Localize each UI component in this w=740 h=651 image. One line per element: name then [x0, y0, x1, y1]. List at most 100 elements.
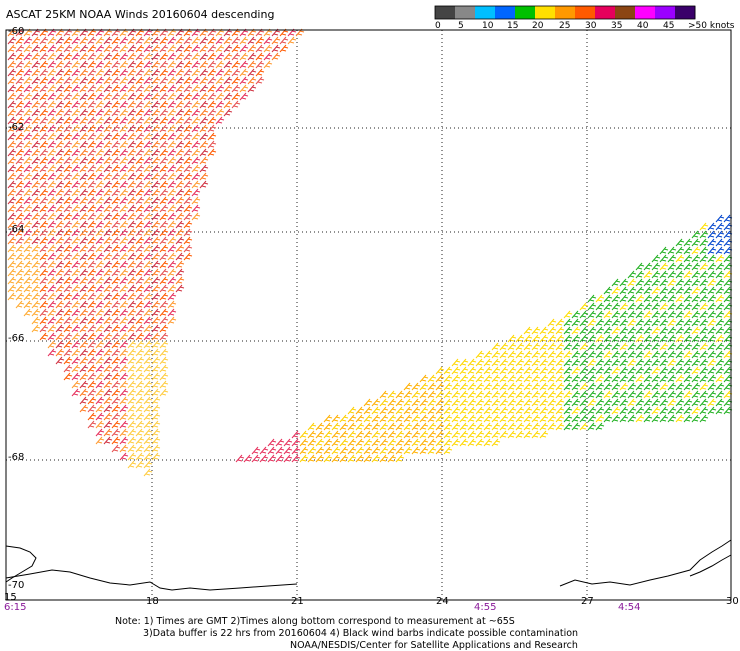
- wind-barb: [95, 260, 105, 269]
- wind-barb: [307, 454, 317, 463]
- wind-barb: [111, 60, 121, 69]
- wind-barb: [491, 422, 501, 431]
- wind-barb: [595, 334, 605, 343]
- wind-barb: [127, 260, 137, 269]
- wind-barb: [175, 140, 185, 149]
- wind-barb: [379, 446, 389, 455]
- wind-barb: [667, 414, 677, 423]
- wind-barb: [111, 140, 121, 149]
- wind-barb: [603, 390, 613, 399]
- wind-barb: [55, 348, 65, 357]
- wind-barb: [347, 438, 357, 447]
- wind-barb: [135, 244, 145, 253]
- wind-barb: [199, 36, 209, 45]
- wind-barb: [111, 244, 121, 253]
- wind-barb: [31, 188, 41, 197]
- wind-barb: [79, 148, 89, 157]
- wind-barb: [63, 212, 73, 221]
- wind-barb: [71, 228, 81, 237]
- wind-barb: [403, 414, 413, 423]
- wind-barb: [483, 406, 493, 415]
- wind-barb: [39, 84, 49, 93]
- wind-barb: [707, 398, 717, 407]
- wind-barb: [159, 124, 169, 133]
- wind-barb: [87, 300, 97, 309]
- wind-barb: [587, 398, 597, 407]
- wind-barb: [143, 396, 153, 405]
- wind-barb: [7, 36, 17, 45]
- wind-barb: [55, 316, 65, 325]
- wind-barb: [247, 36, 257, 45]
- wind-barb: [619, 342, 629, 351]
- wind-barb: [167, 260, 177, 269]
- wind-barb: [475, 350, 485, 359]
- wind-barb: [435, 398, 445, 407]
- wind-barb: [531, 366, 541, 375]
- wind-barb: [71, 220, 81, 229]
- wind-barb: [371, 422, 381, 431]
- wind-barb: [659, 342, 669, 351]
- wind-barb: [547, 382, 557, 391]
- wind-barb: [507, 382, 517, 391]
- wind-barb: [127, 116, 137, 125]
- wind-barb: [207, 140, 217, 149]
- wind-barb: [175, 204, 185, 213]
- wind-barb: [267, 446, 277, 455]
- wind-barb: [87, 404, 97, 413]
- wind-barb: [143, 172, 153, 181]
- wind-barb: [119, 132, 129, 141]
- wind-barb: [691, 294, 701, 303]
- legend-swatch: [635, 6, 656, 19]
- wind-barb: [111, 260, 121, 269]
- wind-barb: [715, 334, 725, 343]
- wind-barb: [191, 124, 201, 133]
- wind-barb: [95, 220, 105, 229]
- wind-barb: [111, 284, 121, 293]
- wind-barb: [127, 324, 137, 333]
- wind-barb: [151, 452, 161, 461]
- wind-barb: [587, 342, 597, 351]
- wind-barb: [707, 294, 717, 303]
- coastline: [5, 539, 732, 591]
- wind-barb: [659, 270, 669, 279]
- wind-barb: [103, 428, 113, 437]
- wind-barb: [111, 132, 121, 141]
- wind-barb: [715, 254, 725, 263]
- wind-barb: [191, 52, 201, 61]
- wind-barb: [627, 366, 637, 375]
- wind-barb: [135, 44, 145, 53]
- wind-barb: [699, 310, 709, 319]
- wind-barb: [7, 148, 17, 157]
- wind-barb: [459, 398, 469, 407]
- wind-barb: [159, 68, 169, 77]
- wind-barb: [143, 212, 153, 221]
- wind-barb: [103, 356, 113, 365]
- wind-barb: [475, 390, 485, 399]
- wind-barb: [707, 302, 717, 311]
- wind-barb: [675, 254, 685, 263]
- wind-barb: [699, 230, 709, 239]
- wind-barb: [87, 396, 97, 405]
- wind-barb: [31, 44, 41, 53]
- wind-barb: [611, 302, 621, 311]
- wind-barb: [79, 324, 89, 333]
- wind-barb: [587, 366, 597, 375]
- legend-label: 35: [611, 21, 623, 31]
- wind-barb: [23, 252, 33, 261]
- wind-barb: [167, 156, 177, 165]
- wind-barb: [111, 188, 121, 197]
- wind-barb: [691, 230, 701, 239]
- wind-barb: [427, 390, 437, 399]
- wind-barb: [87, 116, 97, 125]
- coastline-segment: [559, 539, 732, 587]
- wind-barb: [215, 60, 225, 69]
- wind-barb: [635, 406, 645, 415]
- wind-barb: [159, 332, 169, 341]
- wind-barb: [667, 246, 677, 255]
- wind-barb: [111, 124, 121, 133]
- wind-barb: [79, 228, 89, 237]
- wind-barb: [103, 228, 113, 237]
- wind-barb: [691, 310, 701, 319]
- wind-barb: [715, 374, 725, 383]
- wind-barb: [207, 84, 217, 93]
